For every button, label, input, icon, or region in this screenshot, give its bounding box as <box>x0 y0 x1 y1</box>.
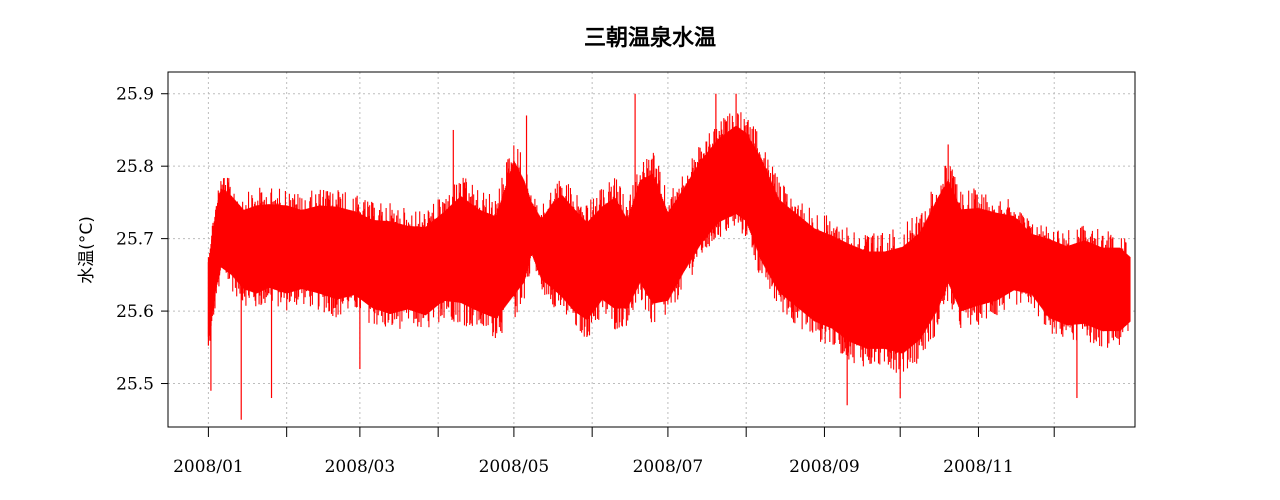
y-tick-label: 25.7 <box>116 230 154 250</box>
x-tick-label: 2008/01 <box>173 457 244 477</box>
x-tick-label: 2008/09 <box>789 457 860 477</box>
y-axis: 25.5 25.6 25.7 25.8 25.9 <box>116 85 168 395</box>
x-tick-label: 2008/07 <box>633 457 704 477</box>
x-tick-label: 2008/03 <box>325 457 396 477</box>
chart-title: 三朝温泉水温 <box>584 25 716 51</box>
plot-frame <box>167 71 1136 428</box>
y-tick-label: 25.6 <box>116 302 154 322</box>
y-axis-label: 水温(°C) <box>77 216 97 284</box>
y-tick-label: 25.5 <box>116 375 154 395</box>
y-tick-label: 25.8 <box>116 157 154 177</box>
x-tick-label: 2008/05 <box>479 457 550 477</box>
series-core <box>207 125 1131 354</box>
x-tick-label: 2008/11 <box>943 457 1014 477</box>
x-axis: 2008/01 2008/03 2008/05 2008/07 2008/09 2008/… <box>173 427 1055 477</box>
data-series-band <box>207 93 1131 420</box>
y-tick-label: 25.9 <box>116 85 154 105</box>
